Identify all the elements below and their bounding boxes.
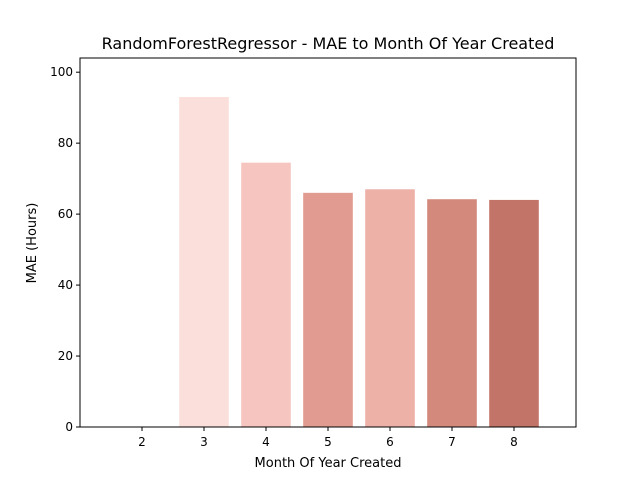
x-tick-label: 2 [138, 435, 146, 449]
bar-month-8 [489, 199, 539, 427]
bar-month-3 [179, 97, 229, 427]
y-axis-ticks: 0 20 40 60 80 100 [50, 65, 80, 434]
x-axis-label: Month Of Year Created [255, 456, 402, 471]
bar-month-5 [303, 192, 353, 427]
y-axis-label: MAE (Hours) [25, 203, 40, 284]
bar-month-6 [365, 189, 415, 427]
plot-area: 2 3 4 5 6 7 8 0 20 40 60 80 100 [50, 57, 577, 449]
bars-group [179, 97, 539, 428]
y-tick-label: 100 [50, 65, 73, 79]
x-tick-label: 3 [200, 435, 208, 449]
x-tick-label: 5 [324, 435, 332, 449]
x-tick-label: 6 [386, 435, 394, 449]
x-tick-label: 4 [262, 435, 270, 449]
y-tick-label: 80 [58, 136, 73, 150]
x-axis-ticks: 2 3 4 5 6 7 8 [138, 427, 518, 449]
chart-title: RandomForestRegressor - MAE to Month Of … [102, 34, 555, 53]
y-tick-label: 0 [65, 420, 73, 434]
bar-month-4 [241, 162, 291, 428]
x-tick-label: 7 [448, 435, 456, 449]
y-tick-label: 60 [58, 207, 73, 221]
x-tick-label: 8 [510, 435, 518, 449]
y-tick-label: 40 [58, 278, 73, 292]
y-tick-label: 20 [58, 349, 73, 363]
bar-month-7 [427, 199, 477, 427]
